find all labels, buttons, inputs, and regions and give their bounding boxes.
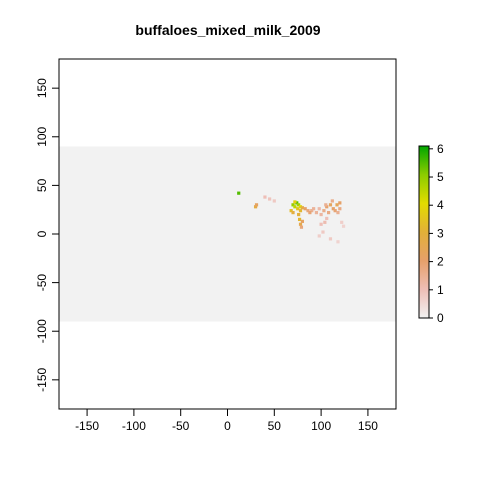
raster-cell-33: [338, 207, 342, 211]
raster-cell-14: [289, 209, 293, 213]
y-tick-label: -100: [35, 319, 49, 343]
raster-cell-21: [322, 209, 326, 213]
raster-cell-22: [325, 205, 329, 209]
raster-cell-40: [321, 230, 325, 234]
raster-cell-46: [268, 197, 272, 201]
raster-cell-45: [317, 234, 321, 238]
chart-title: buffaloes_mixed_milk_2009: [135, 22, 320, 38]
raster-cell-41: [328, 237, 333, 241]
raster-cell-7: [298, 209, 303, 213]
raster-cell-19: [314, 211, 319, 215]
x-tick-label: -50: [172, 419, 190, 433]
raster-cell-29: [327, 211, 331, 215]
raster-cell-2: [295, 201, 299, 205]
x-tick-label: 100: [311, 419, 331, 433]
raster-cell-4: [298, 205, 303, 209]
y-tick-label: -50: [35, 274, 49, 292]
x-tick-label: 150: [358, 419, 378, 433]
raster-cell-44: [341, 224, 346, 228]
raster-cell-27: [338, 201, 342, 205]
raster-cell-12: [300, 219, 304, 223]
y-tick-label: -150: [35, 368, 49, 392]
raster-cell-32: [317, 207, 321, 211]
raster-cell-17: [306, 209, 310, 213]
raster-cell-48: [263, 195, 267, 199]
legend-tick-label: 1: [437, 283, 444, 297]
x-tick-label: -100: [122, 419, 146, 433]
x-tick-label: -150: [75, 419, 99, 433]
x-axis: -150 -100 -50 0 50 100 150: [75, 408, 378, 433]
y-tick-label: 0: [35, 230, 49, 237]
raster-background: [59, 146, 396, 322]
raster-cell-30: [330, 199, 334, 203]
raster-cell-31: [324, 203, 328, 207]
raster-cell-5: [293, 200, 297, 204]
raster-cell-6: [296, 207, 300, 211]
raster-cell-28: [336, 211, 340, 215]
y-tick-label: 100: [35, 126, 49, 146]
raster-cell-25: [333, 209, 337, 213]
y-tick-label: 150: [35, 78, 49, 98]
raster-cell-16: [303, 207, 307, 211]
raster-cell-42: [336, 240, 340, 244]
raster-cell-10: [297, 217, 302, 222]
raster-cells: [237, 191, 346, 244]
raster-cell-35: [254, 203, 259, 207]
legend-tick-label: 4: [437, 198, 444, 212]
y-axis: -150 -100 -50 0 50 100 150: [35, 78, 60, 392]
raster-cell-23: [328, 203, 333, 207]
legend-tick-label: 5: [437, 170, 444, 184]
legend-tick-label: 0: [437, 311, 444, 325]
raster-cell-1: [293, 205, 297, 209]
raster-cell-20: [319, 212, 323, 217]
raster-cell-15: [291, 211, 295, 215]
legend-tick-label: 2: [437, 255, 444, 269]
legend-color-bar: [418, 145, 430, 319]
raster-cell-26: [335, 203, 339, 207]
raster-cell-34: [253, 205, 258, 209]
raster-cell-3: [297, 203, 301, 207]
raster-cell-49: [308, 211, 312, 215]
raster-cell-18: [310, 209, 314, 213]
raster-cell-13: [299, 225, 304, 229]
raster-cell-11: [298, 222, 303, 226]
raster-cell-36: [237, 191, 241, 195]
raster-layer: [59, 146, 396, 322]
legend-tick-label: 6: [437, 142, 444, 156]
raster-cell-39: [325, 216, 329, 221]
raster-cell-37: [319, 222, 323, 226]
legend: 0 1 2 3 4 5 6: [418, 142, 444, 325]
raster-cell-0: [291, 203, 295, 207]
raster-cell-8: [300, 206, 304, 210]
x-tick-label: 0: [224, 419, 231, 433]
raster-cell-43: [340, 220, 344, 224]
x-tick-label: 50: [268, 419, 282, 433]
raster-cell-47: [272, 199, 276, 203]
y-tick-label: 50: [35, 178, 49, 192]
raster-cell-50: [312, 207, 316, 211]
raster-cell-9: [297, 212, 301, 217]
raster-cell-24: [331, 207, 335, 211]
legend-tick-label: 3: [437, 226, 444, 240]
raster-cell-38: [323, 220, 327, 224]
